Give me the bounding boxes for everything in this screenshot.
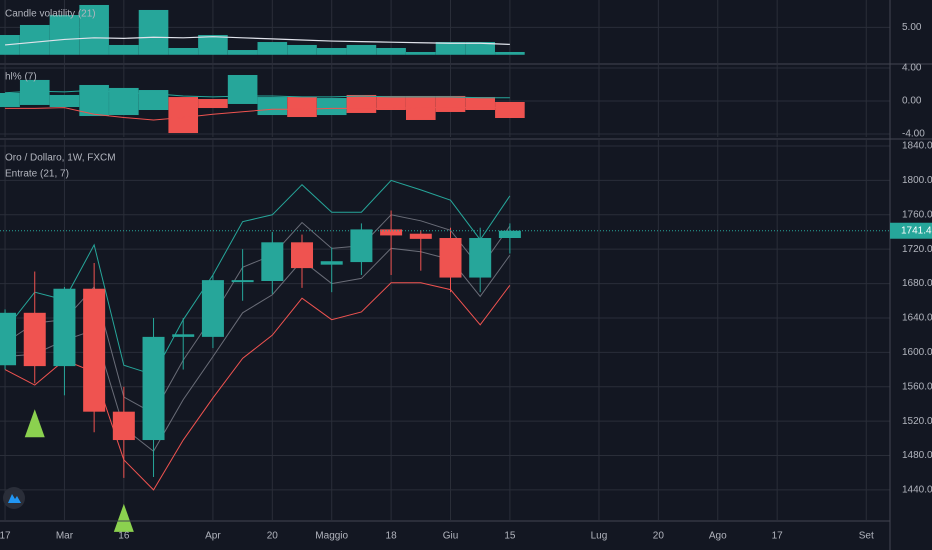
bar (79, 4, 109, 55)
bar (227, 74, 258, 104)
x-tick-label: 20 (653, 531, 665, 542)
candle-body (83, 288, 106, 412)
y-tick-label: 1600.00 (902, 347, 932, 358)
x-tick-label: 17 (772, 531, 784, 542)
bar (19, 24, 50, 55)
candle-body (142, 336, 165, 441)
candle-body (469, 238, 492, 278)
signal-marker (24, 409, 45, 438)
signal-marker (113, 503, 134, 532)
y-tick-label: 0.00 (902, 96, 922, 107)
plot (0, 4, 890, 532)
x-tick-label: 20 (267, 531, 279, 542)
line-series (4, 179, 511, 376)
chart-title: Oro / Dollaro, 1W, FXCM (5, 153, 116, 164)
candle-body (320, 261, 343, 265)
bar (346, 44, 377, 55)
y-tick-label: 1720.00 (902, 244, 932, 255)
x-tick-label: Mar (56, 531, 74, 542)
candle-body (350, 229, 373, 263)
x-tick-label: Apr (205, 531, 221, 542)
y-tick-label: 4.00 (902, 63, 922, 74)
last-price-tag (890, 222, 932, 239)
bar (257, 97, 288, 116)
y-tick-label: -4.00 (902, 129, 925, 140)
x-tick-label: Giu (443, 531, 459, 542)
candle-body (409, 233, 432, 239)
logo[interactable] (3, 487, 25, 509)
line-series (5, 107, 510, 121)
candle-body (261, 242, 284, 281)
logo-icon[interactable] (8, 494, 21, 503)
bar (109, 44, 139, 55)
bar (138, 9, 169, 55)
candle-body (23, 312, 46, 367)
candle-body (380, 229, 403, 236)
candle-body (498, 230, 521, 239)
x-tick-label: Lug (591, 531, 608, 542)
pane-title: Candle volatility (21) (5, 9, 96, 20)
y-tick-label: 1480.00 (902, 450, 932, 461)
y-tick-label: 1520.00 (902, 416, 932, 427)
bar (316, 47, 347, 55)
y-tick-label: 1800.00 (902, 175, 932, 186)
line-series (4, 36, 510, 46)
x-tick-label: Maggio (315, 531, 348, 542)
y-tick-label: 5.00 (902, 22, 922, 33)
bar (316, 98, 347, 116)
bar (495, 101, 525, 119)
bar (376, 95, 406, 110)
candle-body (201, 280, 224, 337)
bar (79, 84, 109, 117)
y-tick-label: 1440.00 (902, 485, 932, 496)
candle-body (112, 411, 135, 441)
bar (168, 47, 199, 55)
bar (465, 42, 495, 55)
bar (19, 79, 50, 105)
x-tick-label: Set (859, 531, 874, 542)
y-tick-label: 1760.00 (902, 209, 932, 220)
bar (346, 94, 377, 113)
chart-subtitle: Entrate (21, 7) (5, 169, 69, 180)
x-tick-label: 15 (504, 531, 516, 542)
bar (287, 97, 317, 118)
bar (287, 44, 317, 55)
x-tick-label: Ago (709, 531, 727, 542)
x-tick-label: 17 (0, 531, 11, 542)
candle-body (53, 288, 76, 367)
candle-body (439, 238, 462, 278)
bar (376, 47, 406, 55)
x-tick-label: 16 (118, 531, 130, 542)
bar (138, 90, 169, 110)
candle-body (231, 280, 254, 283)
grid (0, 0, 890, 520)
bar (257, 42, 288, 55)
bar (435, 95, 466, 112)
bar (465, 97, 495, 110)
y-tick-label: 1560.00 (902, 381, 932, 392)
bar (0, 92, 20, 108)
y-tick-label: 1640.00 (902, 313, 932, 324)
bar (198, 35, 228, 55)
y-tick-label: 1840.00 (902, 141, 932, 152)
pane-title: hl% (7) (5, 72, 37, 83)
x-tick-label: 18 (386, 531, 398, 542)
bar (198, 99, 228, 109)
bar (227, 50, 258, 55)
line-series (5, 89, 510, 99)
bar (49, 94, 80, 108)
candle-body (172, 334, 195, 337)
last-price-label: 1741.46 (901, 225, 932, 236)
candle-body (291, 242, 314, 269)
bar (405, 51, 436, 55)
y-tick-label: 1680.00 (902, 278, 932, 289)
candle-body (0, 312, 17, 366)
bar (495, 51, 525, 55)
bar (435, 42, 466, 55)
bar (168, 97, 199, 134)
bar (49, 15, 80, 55)
